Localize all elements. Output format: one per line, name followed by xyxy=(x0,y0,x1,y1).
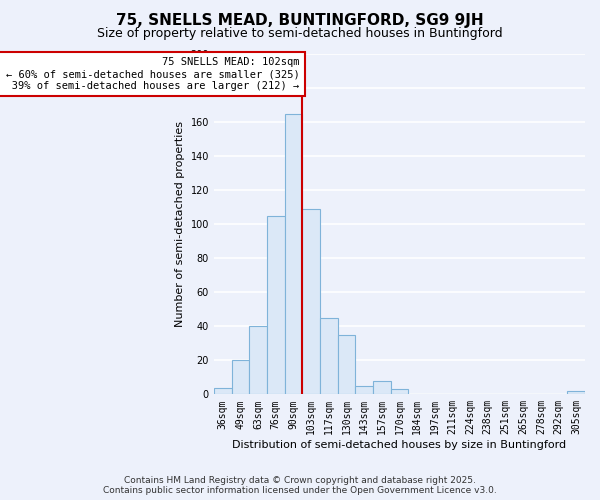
X-axis label: Distribution of semi-detached houses by size in Buntingford: Distribution of semi-detached houses by … xyxy=(232,440,566,450)
Y-axis label: Number of semi-detached properties: Number of semi-detached properties xyxy=(175,121,185,327)
Bar xyxy=(355,386,373,394)
Bar xyxy=(338,335,355,394)
Bar xyxy=(320,318,338,394)
Text: Contains HM Land Registry data © Crown copyright and database right 2025.
Contai: Contains HM Land Registry data © Crown c… xyxy=(103,476,497,495)
Text: 75 SNELLS MEAD: 102sqm
← 60% of semi-detached houses are smaller (325)
   39% of: 75 SNELLS MEAD: 102sqm ← 60% of semi-det… xyxy=(0,58,299,90)
Bar xyxy=(232,360,249,394)
Text: Size of property relative to semi-detached houses in Buntingford: Size of property relative to semi-detach… xyxy=(97,28,503,40)
Bar xyxy=(391,389,408,394)
Bar xyxy=(249,326,267,394)
Text: 75, SNELLS MEAD, BUNTINGFORD, SG9 9JH: 75, SNELLS MEAD, BUNTINGFORD, SG9 9JH xyxy=(116,12,484,28)
Bar xyxy=(284,114,302,394)
Bar xyxy=(568,391,585,394)
Bar xyxy=(214,388,232,394)
Bar xyxy=(373,380,391,394)
Bar xyxy=(267,216,284,394)
Bar xyxy=(302,209,320,394)
